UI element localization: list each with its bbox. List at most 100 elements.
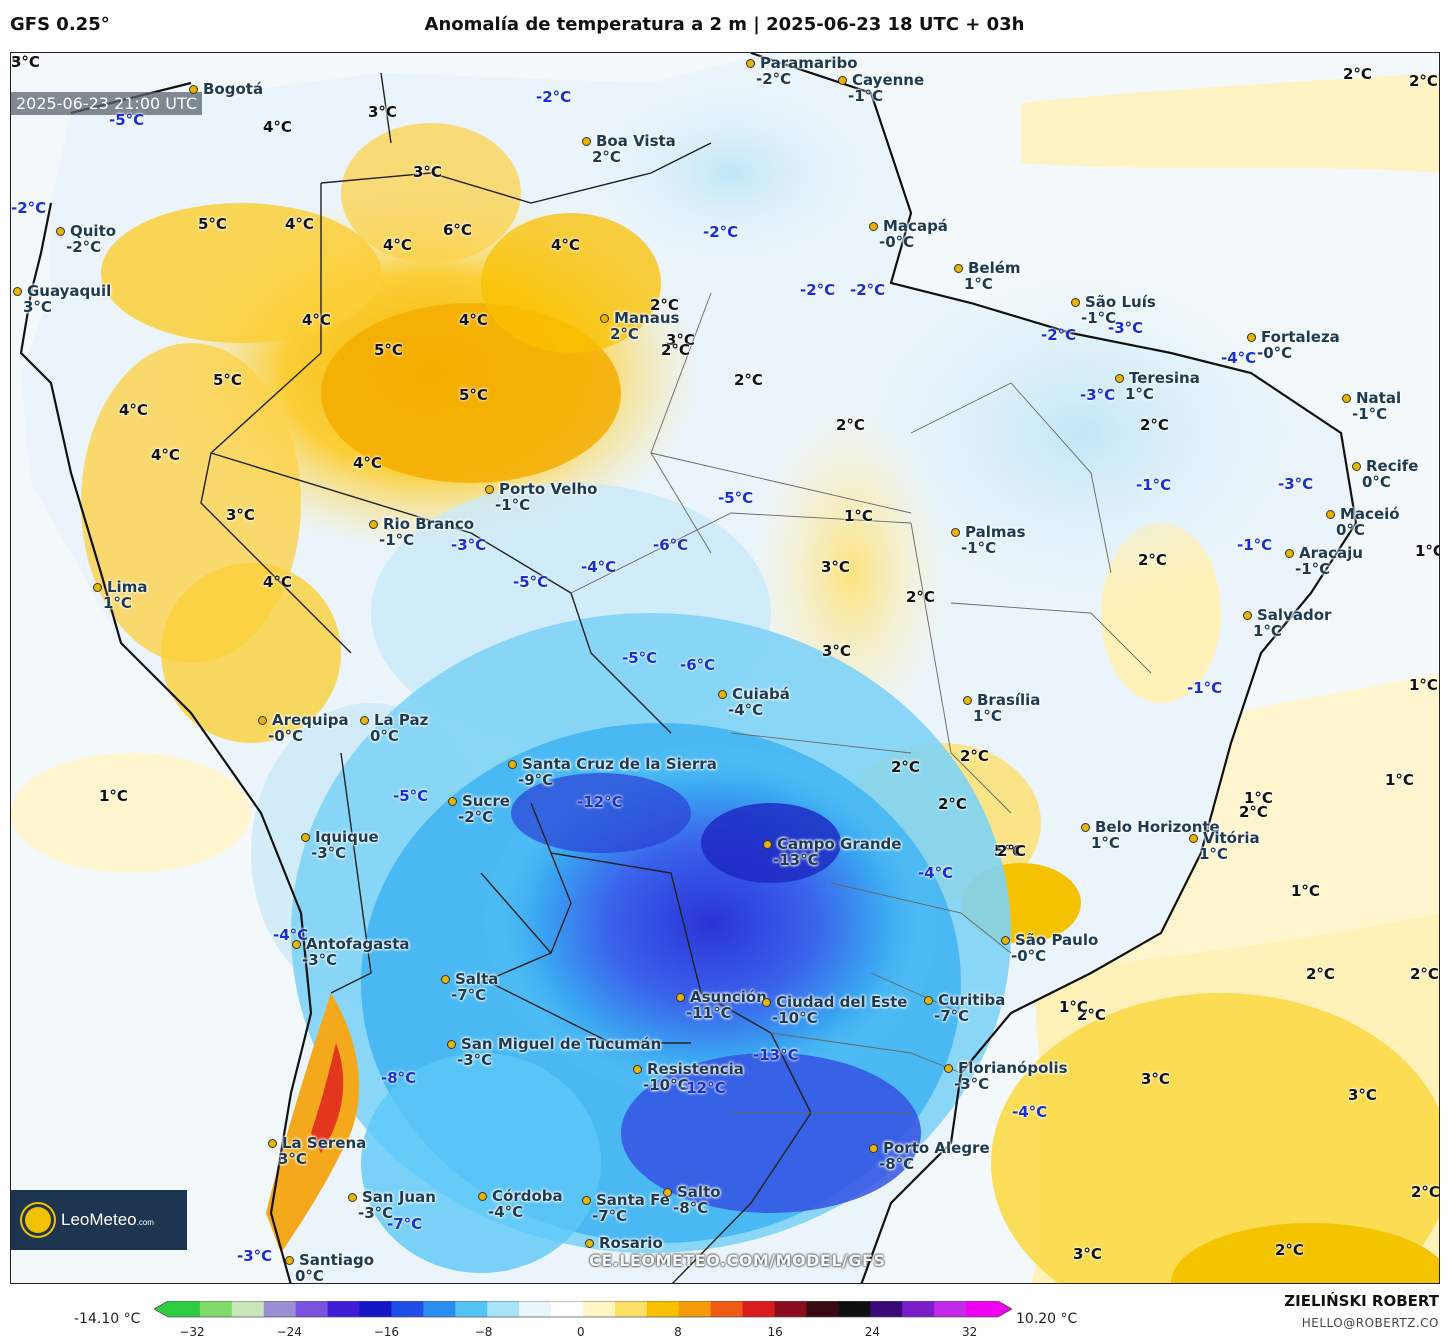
city-anomaly-value: -11°C	[686, 1004, 732, 1022]
city-name: Arequipa	[272, 711, 349, 729]
city-marker[interactable]: Rio Branco -1°C	[369, 516, 474, 548]
anomaly-label: 3°C	[413, 163, 442, 181]
city-marker[interactable]: San Miguel de Tucumán -3°C	[447, 1036, 661, 1068]
city-marker[interactable]: San Juan -3°C	[348, 1189, 436, 1221]
city-marker[interactable]: Porto Velho -1°C	[485, 481, 597, 513]
colorbar-segment	[359, 1301, 392, 1317]
city-marker[interactable]: Florianópolis -3°C	[944, 1060, 1068, 1092]
city-marker[interactable]: Asunción -11°C	[676, 989, 767, 1021]
city-marker[interactable]: Cuiabá -4°C	[718, 686, 790, 718]
city-name: Ciudad del Este	[776, 993, 908, 1011]
city-marker[interactable]: Santiago 0°C	[285, 1252, 374, 1283]
colorbar-segment	[902, 1301, 935, 1317]
city-name: Resistencia	[647, 1060, 744, 1078]
city-marker[interactable]: Resistencia -10°C	[633, 1061, 744, 1093]
city-marker[interactable]: Lima 1°C	[93, 579, 147, 611]
city-dot-icon	[582, 137, 591, 146]
colorbar-segment	[934, 1301, 967, 1317]
city-marker[interactable]: Recife 0°C	[1352, 458, 1418, 490]
colorbar-segment	[583, 1301, 616, 1317]
city-marker[interactable]: Teresina 1°C	[1115, 370, 1200, 402]
anomaly-label: 1°C	[1385, 771, 1414, 789]
city-dot-icon	[1243, 611, 1252, 620]
temperature-anomaly-map[interactable]: 2025-06-23 21:00 UTC Bogotá Paramaribo -2°…	[10, 52, 1440, 1284]
anomaly-label: 2°C	[836, 416, 865, 434]
city-dot-icon	[485, 485, 494, 494]
city-marker[interactable]: La Paz 0°C	[360, 712, 428, 744]
anomaly-label: -12°C	[680, 1079, 726, 1097]
city-marker[interactable]: Manaus 2°C	[600, 310, 679, 342]
city-marker[interactable]: Boa Vista 2°C	[582, 133, 676, 165]
anomaly-label: -5°C	[393, 787, 429, 805]
city-marker[interactable]: Curitiba -7°C	[924, 992, 1005, 1024]
city-anomaly-value: 0°C	[1336, 521, 1365, 539]
city-anomaly-value: -7°C	[451, 986, 487, 1004]
anomaly-label: -5°C	[718, 489, 754, 507]
city-dot-icon	[663, 1188, 672, 1197]
city-name: Florianópolis	[958, 1059, 1068, 1077]
city-marker[interactable]: La Serena 3°C	[268, 1135, 366, 1167]
city-name: São Paulo	[1015, 931, 1099, 949]
city-marker[interactable]: Iquique -3°C	[301, 829, 379, 861]
city-name: Córdoba	[492, 1187, 563, 1205]
city-marker[interactable]: Vitória 1°C	[1189, 830, 1260, 862]
city-name: Asunción	[690, 988, 767, 1006]
city-anomaly-value: -8°C	[879, 1155, 915, 1173]
city-anomaly-value: -3°C	[302, 951, 338, 969]
city-marker[interactable]: Palmas -1°C	[951, 524, 1026, 556]
city-marker[interactable]: Belo Horizonte 1°C	[1081, 819, 1220, 851]
city-dot-icon	[56, 227, 65, 236]
anomaly-label: -5°C	[109, 111, 145, 129]
venezuela-warm	[341, 123, 521, 263]
anomaly-label: 5°C	[11, 53, 40, 71]
anomaly-label: -1°C	[1187, 679, 1223, 697]
city-dot-icon	[585, 1239, 594, 1248]
city-marker[interactable]: Salto -8°C	[663, 1184, 721, 1216]
city-marker[interactable]: Rosario	[585, 1235, 663, 1251]
city-marker[interactable]: Sucre -2°C	[448, 793, 510, 825]
city-marker[interactable]: Paramaribo -2°C	[746, 55, 858, 87]
city-marker[interactable]: Guayaquil 3°C	[13, 283, 111, 315]
colorbar-segment	[710, 1301, 744, 1317]
city-dot-icon	[1247, 333, 1256, 342]
city-name: Cuiabá	[732, 685, 790, 703]
city-name: San Juan	[362, 1188, 436, 1206]
city-marker[interactable]: Maceió 0°C	[1326, 506, 1400, 538]
city-dot-icon	[582, 1196, 591, 1205]
city-marker[interactable]: São Paulo -0°C	[1001, 932, 1098, 964]
city-marker[interactable]: Campo Grande -13°C	[763, 836, 901, 868]
city-marker[interactable]: Porto Alegre -8°C	[869, 1140, 990, 1172]
city-marker[interactable]: Bogotá	[189, 81, 263, 97]
city-marker[interactable]: Brasília 1°C	[963, 692, 1040, 724]
city-marker[interactable]: Salvador 1°C	[1243, 607, 1331, 639]
city-anomaly-value: -8°C	[673, 1199, 709, 1217]
city-dot-icon	[292, 940, 301, 949]
city-marker[interactable]: Natal -1°C	[1342, 390, 1401, 422]
city-dot-icon	[447, 1040, 456, 1049]
city-marker[interactable]: Quito -2°C	[56, 223, 116, 255]
city-marker[interactable]: Córdoba -4°C	[478, 1188, 563, 1220]
city-marker[interactable]: Arequipa -0°C	[258, 712, 349, 744]
anomaly-label: -3°C	[1080, 386, 1116, 404]
city-marker[interactable]: Macapá -0°C	[869, 218, 948, 250]
city-marker[interactable]: Santa Cruz de la Sierra -9°C	[508, 756, 717, 788]
city-marker[interactable]: Ciudad del Este -10°C	[762, 994, 907, 1026]
city-marker[interactable]: Salta -7°C	[441, 971, 498, 1003]
anomaly-label: 2°C	[734, 371, 763, 389]
colorbar-segment	[391, 1301, 424, 1317]
anomaly-label: 2°C	[1411, 1183, 1440, 1201]
city-marker[interactable]: Belém 1°C	[954, 260, 1021, 292]
leometeo-logo[interactable]: LeoMeteo.com	[11, 1190, 187, 1250]
anomaly-label: 5°C	[198, 215, 227, 233]
city-marker[interactable]: Antofagasta -3°C	[292, 936, 410, 968]
city-marker[interactable]: São Luís -1°C	[1071, 294, 1156, 326]
colorbar-segment	[646, 1301, 680, 1317]
city-marker[interactable]: Santa Fe -7°C	[582, 1192, 670, 1224]
city-name: Manaus	[614, 309, 680, 327]
peru-warm	[161, 563, 341, 743]
city-marker[interactable]: Cayenne -1°C	[838, 72, 924, 104]
anomaly-label: 2°C	[1138, 551, 1167, 569]
city-marker[interactable]: Aracaju -1°C	[1285, 545, 1363, 577]
city-anomaly-value: 1°C	[1091, 834, 1120, 852]
city-marker[interactable]: Fortaleza -0°C	[1247, 329, 1340, 361]
